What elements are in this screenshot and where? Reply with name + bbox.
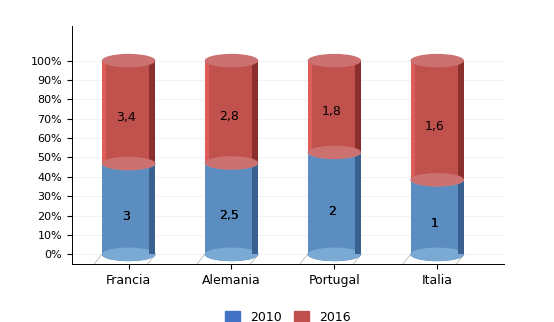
Bar	[102, 164, 155, 254]
Ellipse shape	[307, 248, 361, 261]
Ellipse shape	[102, 248, 155, 261]
Bar	[205, 163, 258, 254]
Bar	[355, 152, 361, 254]
Bar	[252, 163, 258, 254]
Bar	[252, 163, 258, 254]
Ellipse shape	[307, 146, 361, 159]
Ellipse shape	[205, 156, 258, 170]
Bar	[205, 61, 258, 163]
Ellipse shape	[411, 173, 464, 187]
Ellipse shape	[205, 156, 258, 170]
Text: 2: 2	[328, 205, 336, 218]
Ellipse shape	[205, 248, 258, 261]
Ellipse shape	[102, 54, 155, 67]
Bar	[411, 180, 464, 254]
Text: 1: 1	[430, 217, 439, 230]
Ellipse shape	[102, 157, 155, 170]
Bar	[149, 164, 155, 254]
Bar	[458, 61, 464, 180]
Ellipse shape	[307, 146, 361, 159]
Text: 1,8: 1,8	[322, 105, 342, 118]
Ellipse shape	[102, 157, 155, 170]
Bar	[252, 61, 258, 163]
Bar	[102, 61, 106, 164]
Bar	[205, 61, 209, 163]
Bar	[102, 164, 106, 254]
Bar	[307, 152, 361, 254]
Bar	[205, 163, 258, 254]
Ellipse shape	[307, 54, 361, 67]
Ellipse shape	[205, 248, 258, 261]
Text: 3: 3	[122, 210, 130, 223]
Text: 3,4: 3,4	[116, 111, 136, 124]
Ellipse shape	[411, 248, 464, 261]
Text: 3: 3	[122, 210, 130, 223]
Ellipse shape	[411, 173, 464, 187]
Ellipse shape	[411, 54, 464, 67]
Text: 2,8: 2,8	[219, 110, 239, 123]
Text: 1: 1	[430, 217, 439, 230]
Legend: 2010, 2016: 2010, 2016	[220, 306, 356, 322]
Ellipse shape	[307, 248, 361, 261]
Ellipse shape	[102, 248, 155, 261]
Bar	[205, 163, 209, 254]
Bar	[411, 61, 415, 180]
Bar	[307, 152, 361, 254]
Bar	[458, 180, 464, 254]
Text: 2.5: 2.5	[219, 210, 239, 223]
Text: 2,5: 2,5	[219, 210, 239, 223]
Bar	[411, 61, 464, 180]
Bar	[458, 180, 464, 254]
Text: 2: 2	[328, 205, 336, 218]
Bar	[102, 164, 155, 254]
Bar	[307, 61, 312, 152]
Text: 1,6: 1,6	[425, 120, 444, 133]
Bar	[355, 152, 361, 254]
Bar	[411, 180, 464, 254]
Bar	[307, 152, 312, 254]
Bar	[149, 164, 155, 254]
Ellipse shape	[205, 54, 258, 67]
Bar	[411, 180, 415, 254]
Ellipse shape	[411, 248, 464, 261]
Bar	[102, 61, 155, 164]
Bar	[149, 61, 155, 164]
Bar	[355, 61, 361, 152]
Bar	[307, 61, 361, 152]
